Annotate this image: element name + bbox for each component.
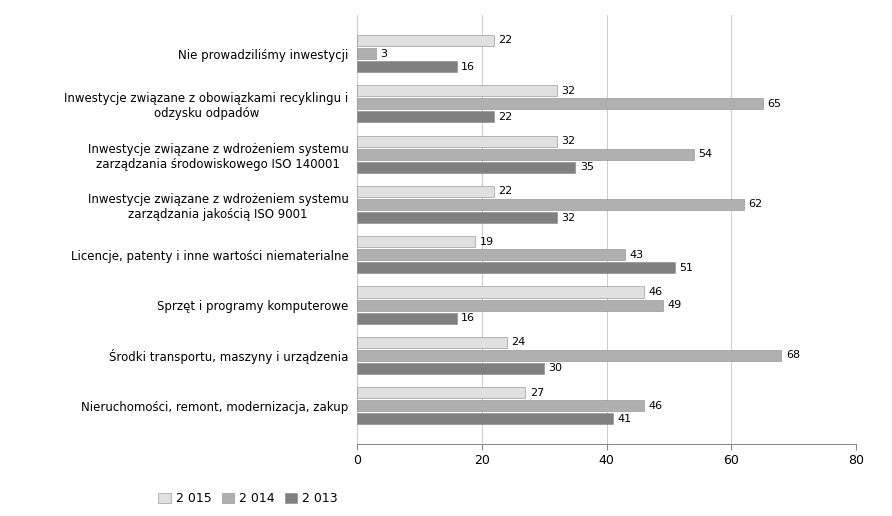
- Text: 19: 19: [480, 237, 494, 247]
- Bar: [357, 99, 763, 109]
- Bar: [357, 61, 457, 72]
- Text: 46: 46: [648, 287, 663, 297]
- Text: 30: 30: [549, 363, 563, 374]
- Bar: [357, 162, 575, 173]
- Text: 62: 62: [748, 200, 763, 209]
- Text: 46: 46: [648, 401, 663, 411]
- Text: 43: 43: [630, 250, 644, 260]
- Text: 22: 22: [499, 186, 513, 197]
- Bar: [357, 363, 544, 374]
- Text: 41: 41: [617, 414, 632, 424]
- Bar: [357, 35, 494, 46]
- Text: 3: 3: [380, 49, 387, 58]
- Bar: [357, 249, 625, 260]
- Bar: [357, 262, 675, 273]
- Text: 68: 68: [786, 350, 800, 360]
- Text: 35: 35: [580, 162, 594, 172]
- Text: 51: 51: [680, 263, 694, 273]
- Text: 32: 32: [561, 136, 575, 146]
- Text: 32: 32: [561, 86, 575, 96]
- Text: 65: 65: [767, 99, 781, 109]
- Bar: [357, 212, 557, 223]
- Text: 32: 32: [561, 213, 575, 222]
- Text: 49: 49: [667, 300, 681, 310]
- Bar: [357, 313, 457, 324]
- Bar: [357, 186, 494, 197]
- Text: 27: 27: [530, 388, 544, 398]
- Bar: [357, 286, 644, 298]
- Bar: [357, 136, 557, 147]
- Text: 22: 22: [499, 112, 513, 122]
- Bar: [357, 149, 694, 159]
- Bar: [357, 85, 557, 96]
- Text: 22: 22: [499, 36, 513, 45]
- Text: 16: 16: [461, 61, 475, 72]
- Bar: [357, 236, 475, 247]
- Bar: [357, 199, 744, 210]
- Bar: [357, 413, 613, 424]
- Bar: [357, 337, 507, 348]
- Bar: [357, 400, 644, 411]
- Text: 16: 16: [461, 313, 475, 323]
- Bar: [357, 350, 781, 361]
- Bar: [357, 48, 376, 59]
- Bar: [357, 300, 663, 311]
- Text: 54: 54: [698, 149, 713, 159]
- Legend: 2 015, 2 014, 2 013: 2 015, 2 014, 2 013: [153, 487, 343, 510]
- Text: 24: 24: [511, 337, 525, 347]
- Bar: [357, 111, 494, 122]
- Bar: [357, 387, 525, 398]
